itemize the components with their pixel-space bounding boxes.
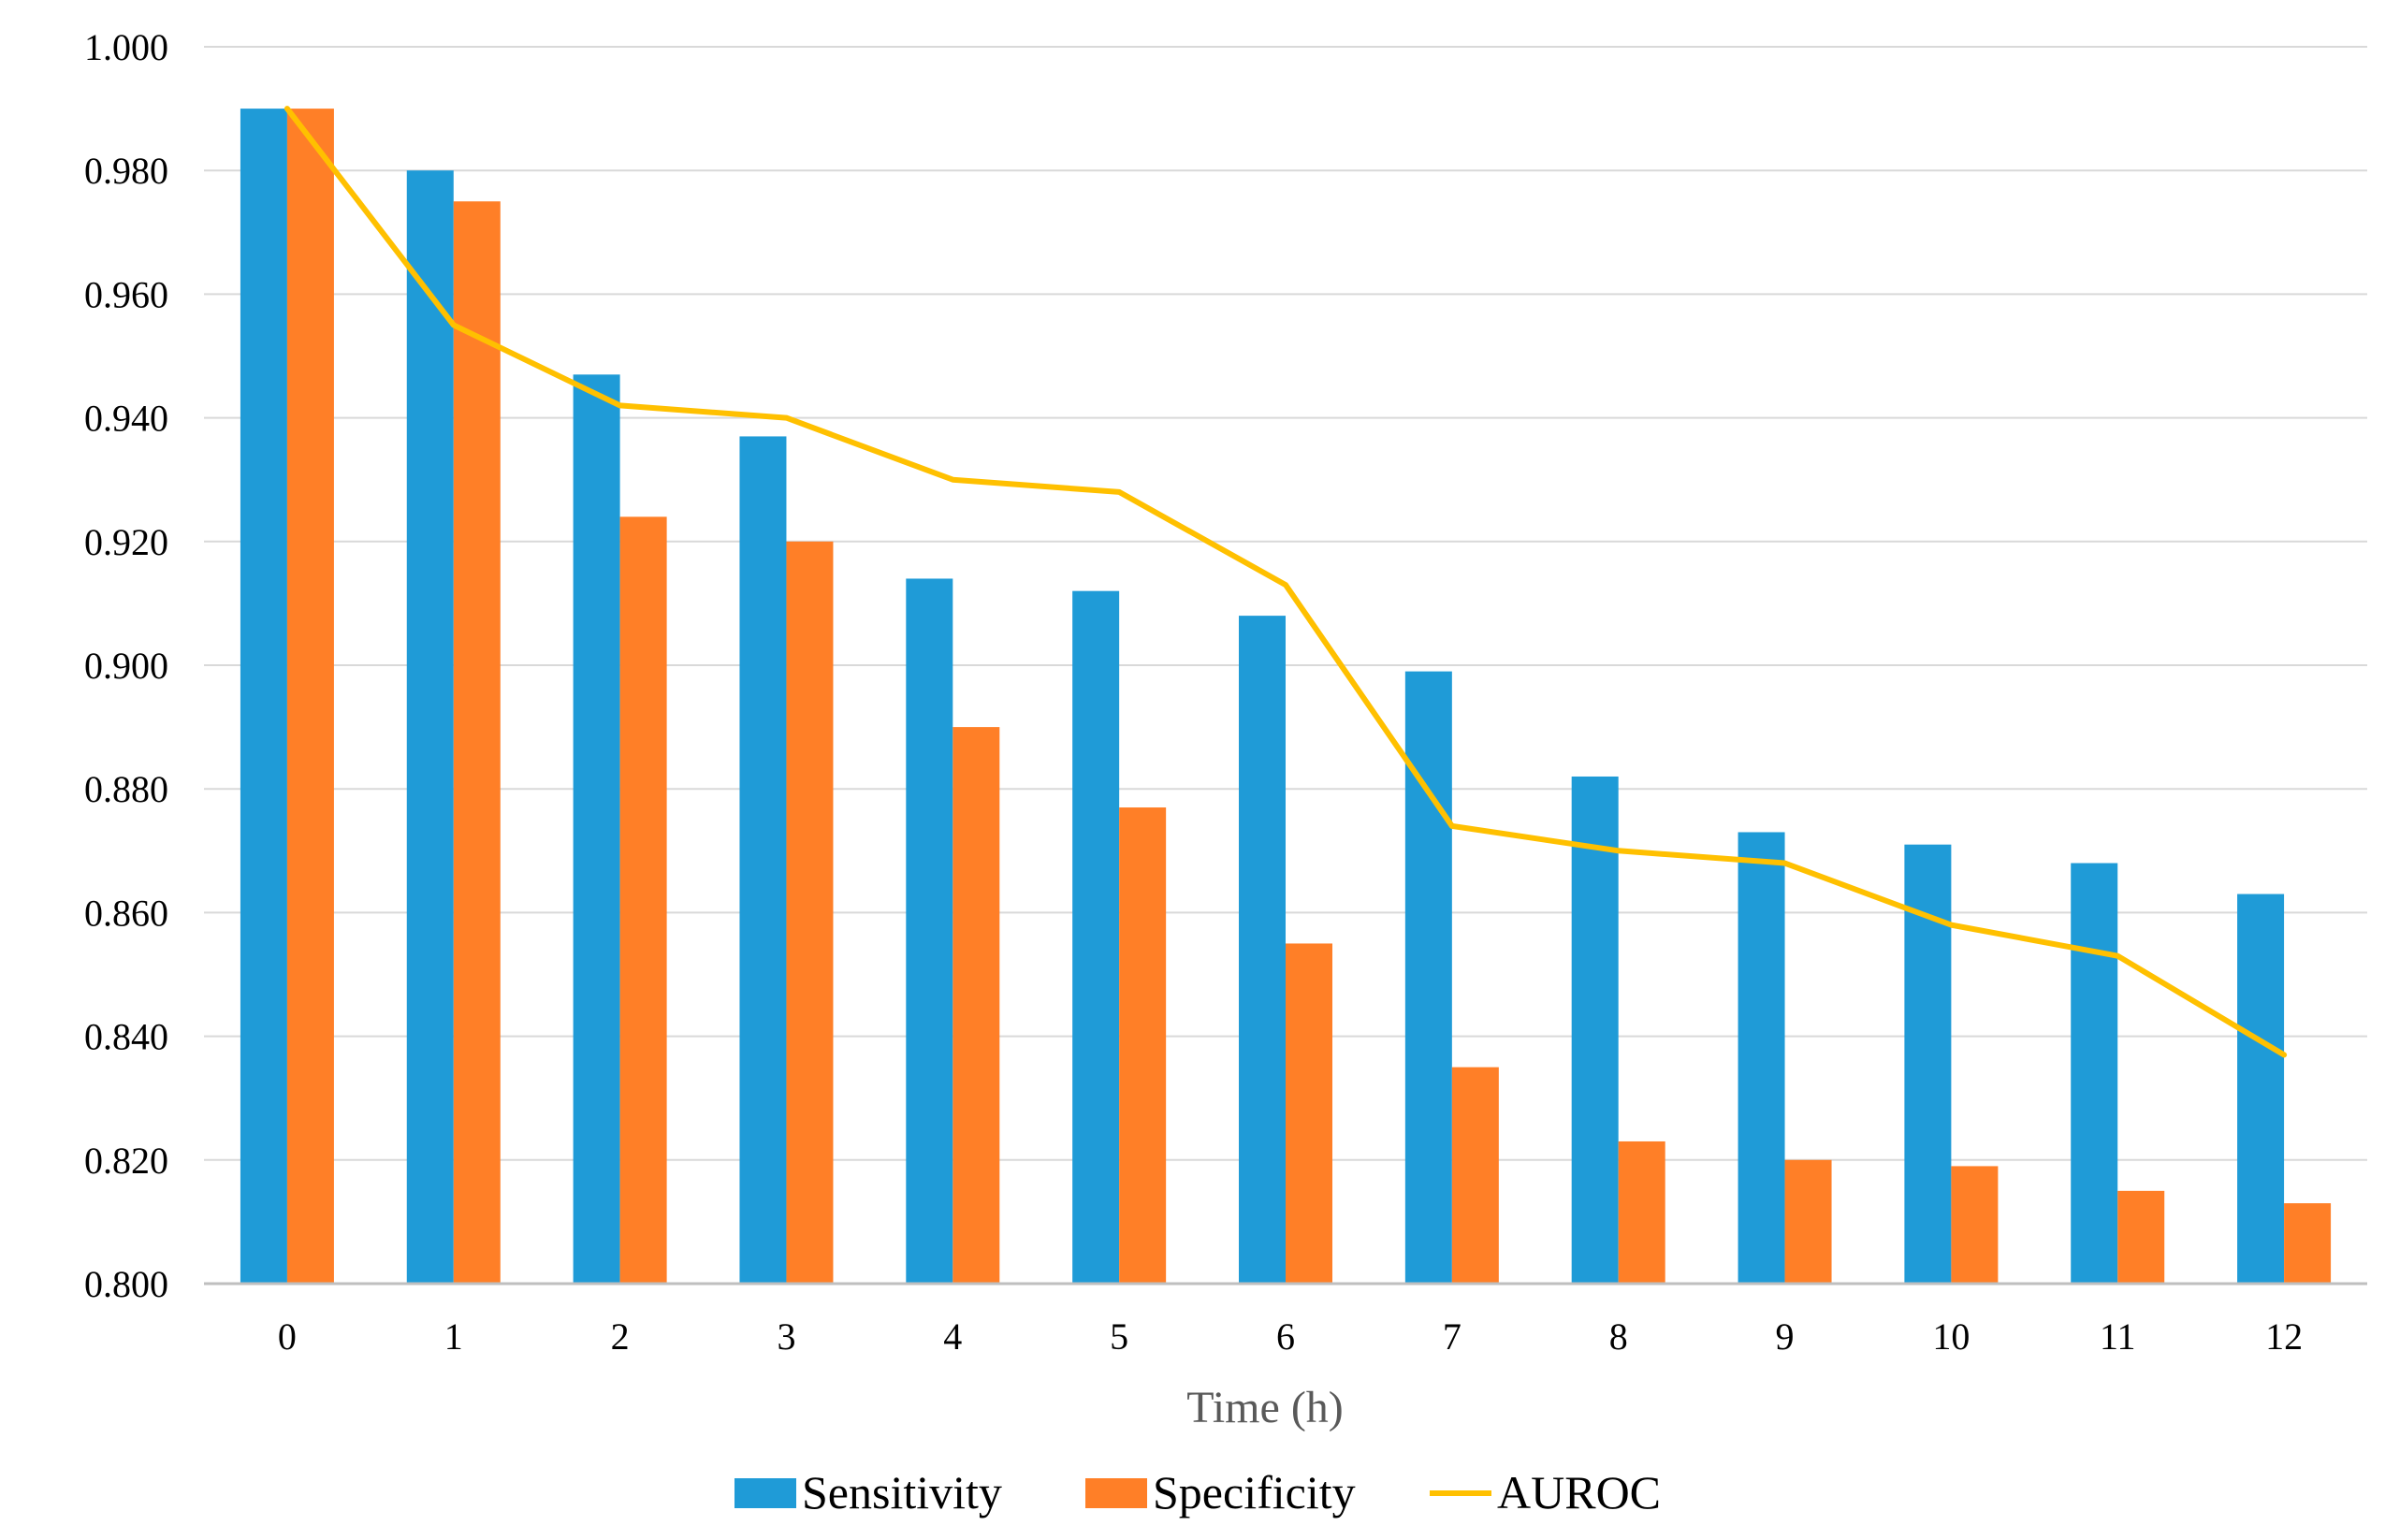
- y-tick-label: 0.800: [84, 1263, 168, 1305]
- bar-sensitivity-12: [2237, 893, 2285, 1284]
- legend-item-specificity: Specificity: [1085, 1466, 1356, 1518]
- y-tick-label: 0.820: [84, 1140, 168, 1182]
- y-tick-label: 0.860: [84, 892, 168, 934]
- x-tick-label: 5: [1110, 1315, 1128, 1358]
- bar-specificity-12: [2284, 1203, 2332, 1284]
- x-tick-label: 1: [444, 1315, 463, 1358]
- y-tick-label: 1.000: [84, 26, 168, 68]
- bar-sensitivity-6: [1239, 616, 1286, 1284]
- bar-sensitivity-0: [240, 109, 287, 1285]
- y-tick-label: 0.980: [84, 150, 168, 192]
- x-tick-label: 4: [943, 1315, 962, 1358]
- x-axis: 0 1 2 3 4 5 6 7 8 9 10 11 12: [204, 1282, 2367, 1358]
- y-tick-label: 0.880: [84, 768, 168, 810]
- legend-item-auroc: AUROC: [1430, 1466, 1661, 1518]
- x-tick-label: 7: [1443, 1315, 1462, 1358]
- x-tick-label: 8: [1609, 1315, 1628, 1358]
- y-tick-label: 0.920: [84, 521, 168, 563]
- x-tick-label: 9: [1776, 1315, 1795, 1358]
- bar-specificity-7: [1451, 1067, 1499, 1284]
- bars: [240, 109, 2332, 1285]
- bar-specificity-3: [786, 541, 834, 1284]
- bar-specificity-8: [1618, 1140, 1665, 1284]
- bar-specificity-0: [286, 109, 334, 1285]
- bar-sensitivity-2: [573, 374, 620, 1285]
- x-tick-label: 11: [2100, 1315, 2136, 1358]
- line-auroc: [284, 106, 2288, 1058]
- legend-swatch: [1085, 1478, 1147, 1508]
- x-tick-label: 2: [611, 1315, 630, 1358]
- bar-sensitivity-3: [739, 436, 787, 1284]
- bar-sensitivity-4: [906, 578, 953, 1284]
- x-tick-label: 6: [1276, 1315, 1295, 1358]
- x-axis-title: Time (h): [1186, 1383, 1344, 1432]
- bar-specificity-1: [453, 201, 501, 1284]
- legend-label: Specificity: [1153, 1466, 1356, 1518]
- y-axis: 0.800 0.820 0.840 0.860 0.880 0.900 0.920 0.940…: [84, 26, 168, 1305]
- bar-sensitivity-7: [1404, 671, 1452, 1284]
- bar-sensitivity-11: [2071, 863, 2118, 1284]
- bar-sensitivity-9: [1738, 832, 1785, 1284]
- bar-specificity-9: [1784, 1159, 1832, 1284]
- bar-specificity-4: [953, 727, 1000, 1284]
- legend-label: AUROC: [1497, 1466, 1661, 1518]
- bar-specificity-11: [2117, 1190, 2165, 1284]
- y-tick-label: 0.900: [84, 645, 168, 687]
- bar-sensitivity-1: [406, 170, 454, 1285]
- x-tick-label: 0: [278, 1315, 297, 1358]
- bar-specificity-10: [1951, 1166, 1999, 1284]
- bar-sensitivity-8: [1571, 776, 1619, 1284]
- legend-item-sensitivity: Sensitivity: [734, 1466, 1002, 1518]
- legend-label: Sensitivity: [802, 1466, 1002, 1518]
- y-tick-label: 0.840: [84, 1016, 168, 1058]
- bar-specificity-2: [619, 516, 667, 1284]
- y-tick-label: 0.940: [84, 398, 168, 440]
- auroc-line-layer: [284, 106, 2288, 1058]
- bar-sensitivity-5: [1072, 590, 1120, 1284]
- x-tick-label: 12: [2265, 1315, 2303, 1358]
- legend: Sensitivity Specificity AUROC: [734, 1466, 1661, 1518]
- x-tick-label: 10: [1932, 1315, 1970, 1358]
- legend-swatch: [734, 1478, 796, 1508]
- bar-specificity-6: [1286, 943, 1332, 1284]
- bar-specificity-5: [1119, 807, 1167, 1284]
- y-tick-label: 0.960: [84, 273, 168, 315]
- x-tick-label: 3: [777, 1315, 795, 1358]
